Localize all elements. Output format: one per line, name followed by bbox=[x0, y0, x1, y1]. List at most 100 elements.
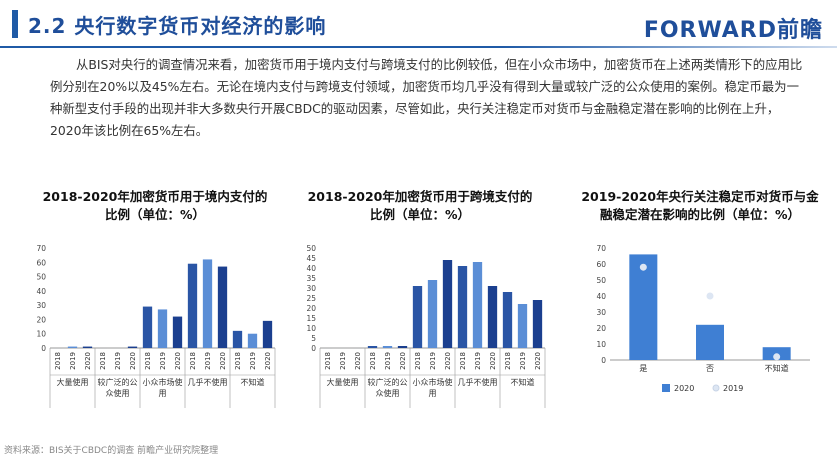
chart3-category-label: 是 bbox=[639, 364, 647, 373]
chart1-year-label: 2019 bbox=[114, 352, 122, 370]
chart3-point-2019 bbox=[639, 263, 647, 271]
chart1-year-label: 2020 bbox=[84, 352, 92, 370]
chart-domestic-payments: 0 10 20 30 40 50 60 70 2018 2019 2020 大量使用 2018 2019 2… bbox=[36, 244, 276, 408]
chart3-ytick: 40 bbox=[596, 292, 606, 301]
chart1-group-label: 小众市场使 bbox=[143, 377, 183, 387]
chart3-legend-label: 2020 bbox=[674, 384, 694, 393]
chart1-group-label: 大量使用 bbox=[57, 377, 89, 387]
chart1-year-label: 2019 bbox=[204, 352, 212, 370]
chart2-bar bbox=[442, 260, 453, 348]
chart1-group-label: 不知道 bbox=[241, 377, 265, 387]
chart1-year-label: 2020 bbox=[219, 352, 227, 370]
chart3-ytick: 50 bbox=[596, 276, 606, 285]
chart2-year-label: 2020 bbox=[444, 352, 452, 370]
chart1-year-label: 2019 bbox=[159, 352, 167, 370]
chart1-ytick: 40 bbox=[36, 287, 46, 296]
chart2-year-label: 2018 bbox=[504, 352, 512, 370]
chart2-bar bbox=[367, 346, 378, 348]
chart2-year-label: 2020 bbox=[534, 352, 542, 370]
title-bar: 2.2 央行数字货币对经济的影响 bbox=[0, 8, 400, 40]
chart3-ytick: 20 bbox=[596, 324, 606, 333]
chart2-bar bbox=[502, 292, 513, 348]
chart1-year-label: 2019 bbox=[249, 352, 257, 370]
chart1-bar bbox=[127, 346, 138, 348]
chart2-year-label: 2018 bbox=[459, 352, 467, 370]
chart2-year-label: 2020 bbox=[489, 352, 497, 370]
source-note: 资料来源：BIS关于CBDC的调查 前瞻产业研究院整理 bbox=[4, 446, 219, 456]
chart1-year-label: 2020 bbox=[174, 352, 182, 370]
page-title: 2.2 央行数字货币对经济的影响 bbox=[28, 13, 327, 38]
chart2-bar bbox=[472, 262, 483, 348]
chart2-ytick: 10 bbox=[306, 324, 316, 333]
chart3-point-2019 bbox=[773, 353, 781, 361]
chart2-ytick: 50 bbox=[306, 244, 316, 253]
chart1-bar bbox=[172, 316, 183, 348]
chart1-year-label: 2018 bbox=[54, 352, 62, 370]
chart3-ytick: 60 bbox=[596, 260, 606, 269]
chart2-year-label: 2019 bbox=[429, 352, 437, 370]
chart2-year-label: 2018 bbox=[324, 352, 332, 370]
chart2-bar bbox=[487, 286, 498, 348]
chart1-ytick: 10 bbox=[36, 330, 46, 339]
chart2-bar bbox=[457, 266, 468, 348]
chart3-title: 2019-2020年央行关注稳定币对货币与金融稳定潜在影响的比例（单位：%） bbox=[581, 189, 819, 222]
chart3-bar-2020 bbox=[696, 324, 724, 360]
chart2-group-label: 小众市场使 bbox=[413, 377, 453, 387]
chart1-bar bbox=[142, 306, 153, 348]
chart1-group-label: 较广泛的公 bbox=[98, 377, 138, 387]
chart2-ytick: 30 bbox=[306, 284, 316, 293]
chart1-ytick: 60 bbox=[36, 258, 46, 267]
chart-stablecoin-concern: 0 10 20 30 40 50 60 70 是 否 不知道 2020 2019 bbox=[596, 244, 810, 393]
chart1-year-label: 2018 bbox=[189, 352, 197, 370]
chart2-ytick: 20 bbox=[306, 304, 316, 313]
chart2-ytick: 5 bbox=[311, 334, 316, 343]
chart2-bar bbox=[532, 300, 543, 348]
chart2-bar bbox=[427, 280, 438, 348]
chart1-bar bbox=[262, 320, 273, 348]
chart1-ytick: 70 bbox=[36, 244, 46, 253]
chart3-ytick: 0 bbox=[601, 356, 606, 365]
chart2-bar bbox=[517, 304, 528, 348]
chart1-year-label: 2020 bbox=[129, 352, 137, 370]
chart1-title: 2018-2020年加密货币用于境内支付的比例（单位：%） bbox=[42, 189, 268, 222]
chart2-group-label: 不知道 bbox=[511, 377, 535, 387]
chart2-ytick: 15 bbox=[306, 314, 316, 323]
chart2-bar bbox=[397, 346, 408, 348]
chart2-year-label: 2020 bbox=[399, 352, 407, 370]
chart1-bar bbox=[82, 346, 93, 348]
chart1-ytick: 20 bbox=[36, 315, 46, 324]
chart2-ytick: 45 bbox=[306, 254, 316, 263]
chart2-ytick: 35 bbox=[306, 274, 316, 283]
chart1-ytick: 50 bbox=[36, 273, 46, 282]
chart2-year-label: 2019 bbox=[384, 352, 392, 370]
chart1-year-label: 2018 bbox=[234, 352, 242, 370]
chart2-bar bbox=[382, 346, 393, 348]
chart2-year-label: 2019 bbox=[519, 352, 527, 370]
chart2-group-label: 几乎不使用 bbox=[458, 377, 498, 387]
chart3-point-2019 bbox=[706, 292, 714, 300]
chart2-ytick: 40 bbox=[306, 264, 316, 273]
chart1-bar bbox=[217, 266, 228, 348]
chart1-bar bbox=[202, 259, 213, 348]
chart3-legend-swatch-2020 bbox=[662, 384, 670, 392]
chart1-ytick: 30 bbox=[36, 301, 46, 310]
chart2-year-label: 2019 bbox=[474, 352, 482, 370]
title-accent bbox=[12, 10, 18, 38]
chart2-bar bbox=[412, 286, 423, 348]
chart1-year-label: 2018 bbox=[144, 352, 152, 370]
chart2-group-label: 较广泛的公 bbox=[368, 377, 408, 387]
chart1-group-label: 用 bbox=[159, 389, 167, 398]
chart2-title: 2018-2020年加密货币用于跨境支付的比例（单位：%） bbox=[307, 189, 533, 222]
chart1-group-label: 众使用 bbox=[106, 388, 130, 398]
chart1-year-label: 2020 bbox=[264, 352, 272, 370]
chart1-group-label: 几乎不使用 bbox=[188, 377, 228, 387]
chart1-year-label: 2019 bbox=[69, 352, 77, 370]
chart2-year-label: 2020 bbox=[354, 352, 362, 370]
chart3-legend-label: 2019 bbox=[723, 384, 743, 393]
chart2-year-label: 2018 bbox=[414, 352, 422, 370]
chart1-ytick: 0 bbox=[41, 344, 46, 353]
chart2-group-label: 用 bbox=[429, 389, 437, 398]
chart3-ytick: 10 bbox=[596, 340, 606, 349]
chart3-ytick: 70 bbox=[596, 244, 606, 253]
